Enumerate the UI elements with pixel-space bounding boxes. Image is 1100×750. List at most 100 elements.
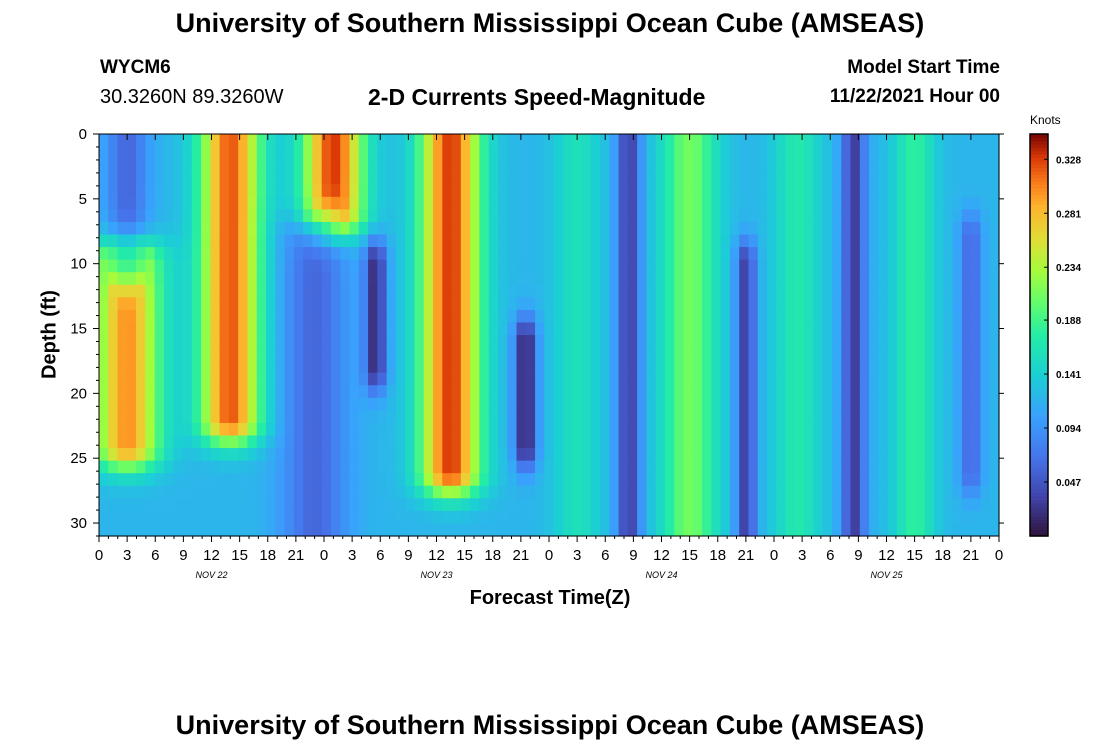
heatmap-cell xyxy=(507,196,518,210)
heatmap-cell xyxy=(377,385,388,399)
heatmap-cell xyxy=(887,460,898,474)
heatmap-cell xyxy=(210,435,221,449)
heatmap-cell xyxy=(145,485,156,499)
heatmap-cell xyxy=(767,360,777,374)
heatmap-cell xyxy=(859,460,870,474)
heatmap-cell xyxy=(349,360,360,374)
heatmap-cell xyxy=(349,159,360,173)
heatmap-cell xyxy=(117,460,128,474)
heatmap-cell xyxy=(934,498,944,512)
heatmap-cell xyxy=(386,422,397,437)
heatmap-cell xyxy=(600,171,610,185)
heatmap-cell xyxy=(368,460,378,474)
heatmap-cell xyxy=(340,460,351,474)
heatmap-cell xyxy=(702,184,712,198)
heatmap-cell xyxy=(785,146,796,160)
heatmap-cell xyxy=(896,134,907,148)
heatmap-cell xyxy=(813,397,824,411)
heatmap-cell xyxy=(804,309,815,324)
heatmap-cell xyxy=(971,335,982,349)
heatmap-cell xyxy=(980,473,991,487)
heatmap-cell xyxy=(822,322,833,336)
heatmap-cell xyxy=(488,209,499,223)
heatmap-cell xyxy=(590,171,601,185)
colorbar-tick-label: 0.141 xyxy=(1056,370,1081,381)
heatmap-cell xyxy=(126,498,137,512)
heatmap-cell xyxy=(572,360,583,374)
heatmap-cell xyxy=(562,422,573,437)
heatmap-cell xyxy=(516,510,527,525)
heatmap-cell xyxy=(896,523,907,537)
heatmap-cell xyxy=(590,184,601,198)
heatmap-cell xyxy=(173,159,184,173)
colorbar-segment xyxy=(1030,264,1048,269)
heatmap-cell xyxy=(729,397,740,411)
heatmap-cell xyxy=(99,523,109,537)
heatmap-cell xyxy=(145,209,156,223)
colorbar-segment xyxy=(1030,237,1048,242)
heatmap-cell xyxy=(535,247,545,261)
heatmap-cell xyxy=(488,347,499,361)
heatmap-cell xyxy=(989,510,1000,525)
heatmap-cell xyxy=(859,247,870,261)
heatmap-cell xyxy=(581,422,592,437)
heatmap-cell xyxy=(822,146,833,160)
heatmap-cell xyxy=(739,372,750,386)
heatmap-cell xyxy=(767,309,777,324)
heatmap-cell xyxy=(266,422,276,437)
heatmap-cell xyxy=(535,284,545,298)
heatmap-cell xyxy=(516,159,527,173)
heatmap-cell xyxy=(460,272,471,286)
heatmap-cell xyxy=(201,372,211,386)
heatmap-cell xyxy=(961,322,972,336)
heatmap-cell xyxy=(590,485,601,499)
heatmap-cell xyxy=(154,309,165,324)
heatmap-cell xyxy=(980,523,991,537)
heatmap-cell xyxy=(330,410,341,424)
heatmap-cell xyxy=(813,498,824,512)
heatmap-cell xyxy=(442,297,453,311)
heatmap-cell xyxy=(238,372,249,386)
heatmap-cell xyxy=(934,171,944,185)
heatmap-cell xyxy=(655,297,666,311)
heatmap-cell xyxy=(906,410,917,424)
heatmap-cell xyxy=(228,498,239,512)
heatmap-cell xyxy=(182,134,193,148)
heatmap-cell xyxy=(646,234,657,248)
heatmap-cell xyxy=(980,372,991,386)
heatmap-cell xyxy=(507,297,518,311)
heatmap-cell xyxy=(618,159,629,173)
heatmap-cell xyxy=(906,385,917,399)
heatmap-cell xyxy=(609,372,620,386)
heatmap-cell xyxy=(395,498,406,512)
heatmap-cell xyxy=(600,510,610,525)
heatmap-cell xyxy=(210,309,221,324)
heatmap-cell xyxy=(562,134,573,148)
heatmap-cell xyxy=(720,322,731,336)
heatmap-cell xyxy=(330,247,341,261)
heatmap-cell xyxy=(961,510,972,525)
heatmap-cell xyxy=(284,498,295,512)
heatmap-cell xyxy=(943,221,954,236)
heatmap-cell xyxy=(822,460,833,474)
heatmap-cell xyxy=(553,209,564,223)
heatmap-cell xyxy=(451,485,462,499)
heatmap-cell xyxy=(321,523,332,537)
heatmap-cell xyxy=(154,247,165,261)
heatmap-cell xyxy=(804,171,815,185)
heatmap-cell xyxy=(126,209,137,223)
colorbar-segment xyxy=(1030,261,1048,266)
heatmap-cell xyxy=(767,284,777,298)
heatmap-cell xyxy=(479,473,490,487)
heatmap-cell xyxy=(99,284,109,298)
heatmap-cell xyxy=(126,171,137,185)
heatmap-cell xyxy=(609,297,620,311)
heatmap-cell xyxy=(386,322,397,336)
heatmap-cell xyxy=(906,473,917,487)
heatmap-cell xyxy=(961,234,972,248)
heatmap-cell xyxy=(210,209,221,223)
heatmap-cell xyxy=(395,460,406,474)
heatmap-cell xyxy=(831,372,842,386)
heatmap-cell xyxy=(869,247,879,261)
x-tick-label: 3 xyxy=(348,547,356,564)
